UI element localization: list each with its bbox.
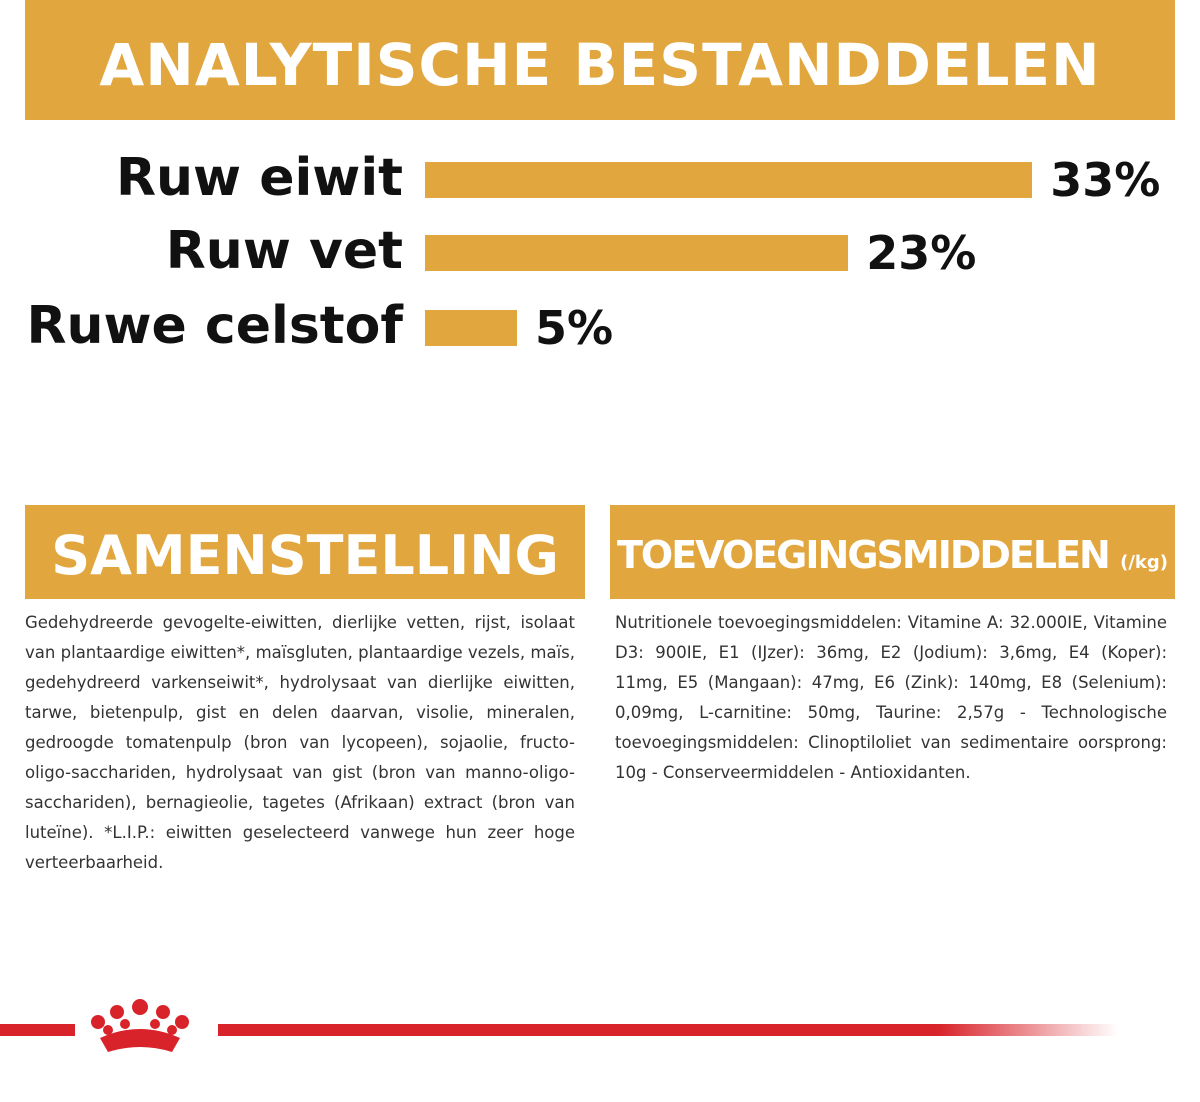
bar bbox=[425, 235, 849, 271]
section-title: TOEVOEGINGSMIDDELEN bbox=[617, 533, 1111, 577]
paragraph: Gedehydreerde gevogelte-eiwitten, dierli… bbox=[25, 613, 575, 872]
paragraph: Nutritionele toevoegingsmiddelen: Vitami… bbox=[615, 613, 1167, 782]
section-header: TOEVOEGINGSMIDDELEN (/kg) bbox=[610, 505, 1175, 599]
stripe bbox=[218, 1024, 1118, 1036]
footer bbox=[0, 999, 1118, 1052]
chart-title: ANALYTISCHE BESTANDDELEN bbox=[25, 0, 1175, 120]
category-label: Ruw vet bbox=[165, 221, 403, 281]
category-label: Ruw eiwit bbox=[115, 148, 403, 208]
unit: (/kg) bbox=[1120, 552, 1168, 573]
category-label: Ruwe celstof bbox=[26, 296, 403, 356]
value-label: 5% bbox=[535, 301, 614, 355]
value-label: 23% bbox=[866, 226, 977, 280]
crown-logo bbox=[91, 999, 189, 1052]
section-title: SAMENSTELLING bbox=[25, 505, 585, 599]
value-label: 33% bbox=[1050, 153, 1161, 207]
bar bbox=[425, 310, 517, 346]
stripe bbox=[0, 1024, 75, 1036]
bar bbox=[425, 162, 1033, 198]
